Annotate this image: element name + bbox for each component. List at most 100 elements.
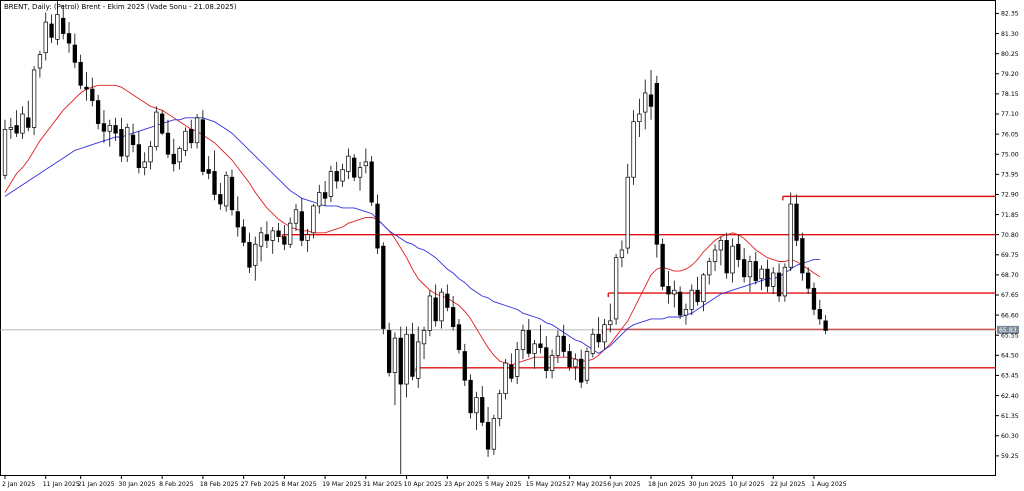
candle-bearish xyxy=(654,83,659,245)
candle-bearish xyxy=(95,100,101,124)
y-tick-label: 70.80 xyxy=(1001,232,1019,239)
y-tick-label: 75.00 xyxy=(1001,151,1019,158)
x-tick-label: 18 Jun 2025 xyxy=(648,481,685,488)
candle-bearish xyxy=(136,144,142,168)
x-tick-label: 10 Jul 2025 xyxy=(730,481,765,488)
candle-bearish xyxy=(375,203,380,249)
candle-bearish xyxy=(235,211,240,228)
candle-bearish xyxy=(800,238,805,274)
y-tick-label: 73.95 xyxy=(1001,172,1019,179)
x-tick-label: 21 Jan 2025 xyxy=(78,481,115,488)
candle-bearish xyxy=(90,88,95,101)
current-price-layer: 65.83 xyxy=(0,325,1019,334)
candle-bearish xyxy=(130,134,136,145)
candle-bearish xyxy=(299,211,304,241)
candle-bearish xyxy=(381,245,386,329)
candle-bullish xyxy=(782,266,788,297)
candle-bearish xyxy=(561,335,566,352)
x-tick-label: 18 Feb 2025 xyxy=(200,481,239,488)
candle-bullish xyxy=(439,291,444,322)
candle-bullish xyxy=(491,418,497,450)
y-tick-label: 65.55 xyxy=(1001,332,1019,339)
moving-average-line xyxy=(4,84,821,366)
x-tick-label: 5 May 2025 xyxy=(485,481,521,488)
x-tick-label: 15 May 2025 xyxy=(526,481,566,488)
x-tick-label: 1 Aug 2025 xyxy=(811,481,847,488)
y-tick-label: 72.90 xyxy=(1001,192,1019,199)
candle-bearish xyxy=(736,243,741,260)
candle-bearish xyxy=(433,297,438,322)
candle-bearish xyxy=(113,125,118,134)
candle-bearish xyxy=(282,236,287,245)
candle-bullish xyxy=(125,127,130,157)
candle-bearish xyxy=(101,123,107,132)
candle-bullish xyxy=(637,113,642,123)
candle-bearish xyxy=(241,226,246,243)
y-tick-label: 61.35 xyxy=(1001,413,1019,420)
y-tick-label: 60.30 xyxy=(1001,433,1019,440)
candle-bearish xyxy=(66,33,72,44)
candle-bullish xyxy=(555,335,561,356)
plot-area-border xyxy=(0,0,996,476)
candle-bullish xyxy=(707,261,712,276)
candle-bullish xyxy=(357,167,363,178)
x-tick-label: 30 Jun 2025 xyxy=(689,481,726,488)
candle-bearish xyxy=(445,293,450,308)
candle-bullish xyxy=(311,205,316,234)
candle-bullish xyxy=(148,146,153,163)
candle-bullish xyxy=(584,351,590,381)
x-tick-label: 2 Jan 2025 xyxy=(2,481,35,488)
candle-bullish xyxy=(730,245,735,274)
candle-bearish xyxy=(171,153,176,165)
candle-bearish xyxy=(468,379,473,414)
x-tick-label: 31 Mar 2025 xyxy=(363,481,402,488)
candle-bullish xyxy=(416,341,421,379)
candle-bullish xyxy=(718,240,724,251)
y-tick-label: 64.50 xyxy=(1001,353,1019,360)
candle-bearish xyxy=(247,241,252,268)
x-tick-label: 27 May 2025 xyxy=(567,481,607,488)
candle-bullish xyxy=(363,161,368,167)
candle-bearish xyxy=(61,17,66,34)
candle-bearish xyxy=(753,261,758,281)
x-tick-label: 8 Mar 2025 xyxy=(281,481,316,488)
candle-bearish xyxy=(450,307,456,327)
y-tick-label: 63.45 xyxy=(1001,373,1019,380)
candle-bearish xyxy=(410,333,415,377)
current-price-label: 65.83 xyxy=(999,327,1017,334)
candle-bearish xyxy=(480,397,485,423)
candle-bearish xyxy=(456,324,462,350)
candle-bearish xyxy=(84,86,89,90)
candle-bearish xyxy=(14,125,19,134)
candle-bullish xyxy=(340,169,345,182)
candle-bullish xyxy=(683,309,689,316)
x-tick-label: 11 Jan 2025 xyxy=(43,481,80,488)
candle-bullish xyxy=(602,324,607,343)
candle-bullish xyxy=(701,274,706,303)
candle-bullish xyxy=(759,268,764,280)
candle-bearish xyxy=(695,289,700,303)
candle-bearish xyxy=(741,259,747,278)
candle-bullish xyxy=(515,349,520,377)
candle-bullish xyxy=(107,125,112,132)
candle-bearish xyxy=(724,240,729,274)
y-tick-label: 68.70 xyxy=(1001,272,1019,279)
y-tick-label: 62.40 xyxy=(1001,393,1019,400)
candle-bullish xyxy=(771,272,776,287)
candle-bullish xyxy=(672,289,677,295)
candle-bullish xyxy=(503,362,508,394)
candle-bearish xyxy=(334,171,339,182)
x-tick-label: 6 Jun 2025 xyxy=(607,481,640,488)
candle-bullish xyxy=(305,234,310,241)
candle-bullish xyxy=(293,209,299,224)
candle-bearish xyxy=(677,291,683,316)
candle-bullish xyxy=(549,354,555,372)
candle-bullish xyxy=(37,54,43,69)
x-tick-label: 10 Apr 2025 xyxy=(404,481,442,488)
candle-bearish xyxy=(823,320,828,331)
candle-bearish xyxy=(817,309,822,320)
candle-bearish xyxy=(189,128,194,144)
candle-bearish xyxy=(218,194,223,205)
